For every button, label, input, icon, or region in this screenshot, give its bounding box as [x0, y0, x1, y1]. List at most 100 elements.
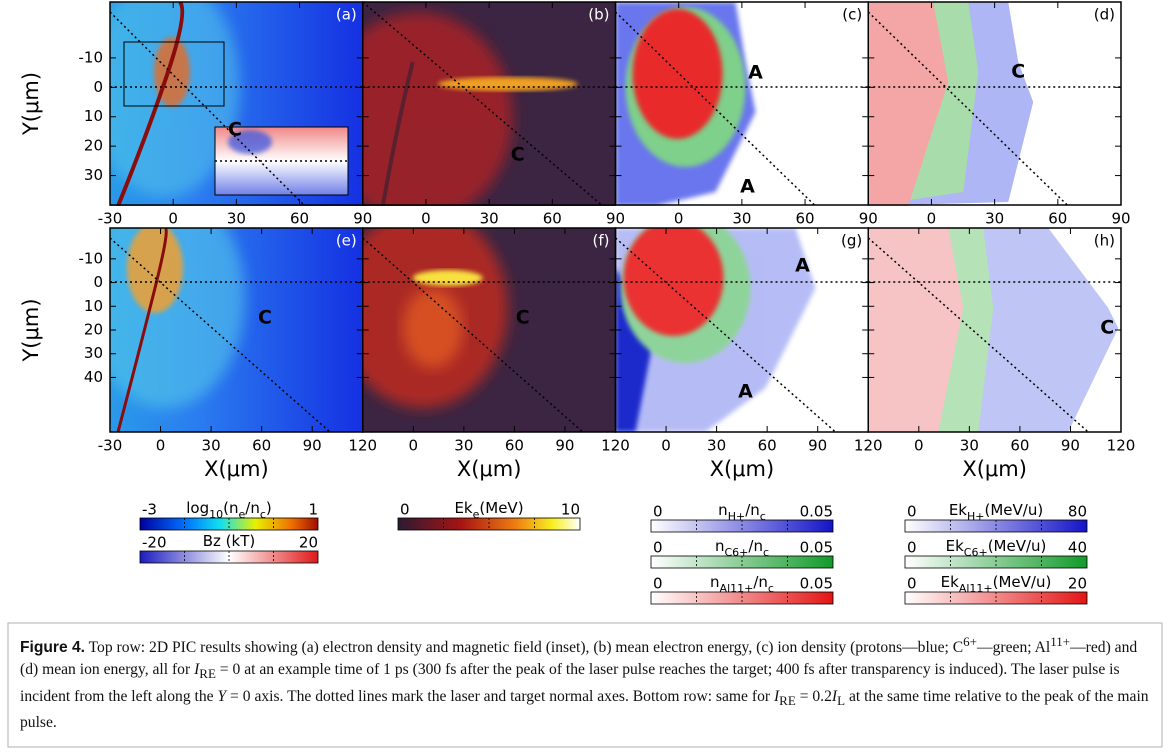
panel-label: (h) — [1094, 232, 1115, 250]
colorbar-min: 0 — [400, 501, 410, 519]
colorbar-label: nAl11+/nc — [710, 573, 774, 595]
y-axis-label: Y(μm) — [19, 298, 43, 362]
label-part: /n — [745, 501, 760, 519]
x-tick-label: 60 — [796, 210, 815, 228]
label-part: /n — [753, 573, 768, 591]
label-part: c — [763, 546, 769, 559]
label-part: Al11+ — [720, 582, 754, 595]
annotation: C — [258, 307, 272, 329]
x-tick-label: 90 — [808, 437, 827, 455]
annotation: C — [1011, 61, 1025, 83]
x-tick-label: 60 — [505, 437, 524, 455]
colorbar-label: nH+/nc — [718, 501, 766, 523]
annotation: C — [516, 307, 530, 329]
colorbar-max: 1 — [308, 501, 318, 519]
label-part: log — [186, 499, 209, 517]
y-tick-label: 30 — [84, 166, 103, 184]
label-part: 10 — [209, 508, 223, 521]
label-part: (MeV/u) — [993, 573, 1052, 591]
label-part: H+ — [728, 510, 746, 523]
x-tick-label: 0 — [927, 210, 937, 228]
x-tick-label: 30 — [707, 437, 726, 455]
label-part: (n — [223, 499, 238, 517]
panel-label: (f) — [593, 232, 610, 250]
x-tick-label: 90 — [353, 210, 372, 228]
panel-label: (d) — [1094, 6, 1115, 24]
colorbar-min: -3 — [142, 501, 157, 519]
panel-image — [323, 2, 616, 222]
colorbar-max: 40 — [1068, 539, 1087, 557]
x-tick-label: 60 — [290, 210, 309, 228]
x-tick-label: 30 — [454, 437, 473, 455]
x-tick-label: 90 — [1061, 437, 1080, 455]
x-tick-label: 120 — [854, 437, 883, 455]
x-tick-label: 60 — [758, 437, 777, 455]
x-tick-label: 90 — [303, 437, 322, 455]
x-tick-label: 90 — [606, 210, 625, 228]
label-part: /n — [748, 537, 763, 555]
colorbar-label: Eke(MeV) — [454, 499, 523, 521]
panel-image — [338, 208, 616, 432]
label-part: n — [715, 537, 725, 555]
x-tick-label: 30 — [202, 437, 221, 455]
colorbar-min: 0 — [907, 575, 917, 593]
label-part: n — [710, 573, 720, 591]
y-tick-label: 0 — [93, 78, 103, 96]
panel-label: (b) — [588, 6, 609, 24]
colorbar-min: 0 — [907, 503, 917, 521]
x-tick-label: 90 — [1111, 210, 1130, 228]
x-tick-label: 0 — [156, 437, 166, 455]
colorbar-max: 0.05 — [800, 539, 833, 557]
x-tick-label: 0 — [674, 210, 684, 228]
x-tick-label: 90 — [555, 437, 574, 455]
panel-label: (g) — [841, 232, 862, 250]
annotation: A — [748, 62, 763, 84]
x-axis-label: X(μm) — [204, 457, 269, 481]
label-part: ) — [266, 499, 272, 517]
label-part: C6+ — [724, 546, 748, 559]
panel-image — [868, 228, 1121, 432]
x-tick-label: 90 — [859, 210, 878, 228]
y-axis-label: Y(μm) — [19, 72, 43, 136]
annotation: C — [511, 144, 525, 166]
colorbar-label: log10(ne/nc) — [186, 499, 272, 521]
label-part: (MeV) — [479, 499, 523, 517]
caption: Figure 4. Top row: 2D PIC results showin… — [20, 631, 1152, 735]
colorbar-label: EkH+(MeV/u) — [949, 501, 1043, 523]
label-part: (MeV/u) — [988, 537, 1047, 555]
annotation: A — [740, 176, 755, 198]
colorbar-max: 0.05 — [800, 503, 833, 521]
panel-image — [85, 188, 363, 432]
colorbar-label: EkAl11+(MeV/u) — [941, 573, 1052, 595]
label-part: Al11+ — [959, 582, 993, 595]
y-tick-label: -10 — [79, 48, 104, 66]
y-tick-label: 20 — [84, 321, 103, 339]
label-part: c — [768, 582, 774, 595]
label-part: Ek — [941, 573, 959, 591]
x-tick-label: 120 — [1107, 437, 1136, 455]
label-part: c — [760, 510, 766, 523]
x-tick-label: 0 — [914, 437, 924, 455]
colorbar-min: -20 — [142, 534, 167, 552]
panel-image — [868, 2, 1121, 206]
colorbar-max: 20 — [1068, 575, 1087, 593]
colorbar-max: 80 — [1068, 503, 1087, 521]
panel-image — [90, 0, 363, 206]
y-tick-label: 0 — [93, 273, 103, 291]
y-tick-label: 10 — [84, 297, 103, 315]
x-axis-label: X(μm) — [457, 457, 522, 481]
x-tick-label: -30 — [98, 210, 123, 228]
panel-label: (c) — [842, 6, 862, 24]
x-tick-label: 120 — [348, 437, 377, 455]
x-tick-label: 30 — [985, 210, 1004, 228]
y-tick-label: 10 — [84, 107, 103, 125]
x-tick-label: -30 — [98, 437, 123, 455]
y-tick-label: 40 — [84, 368, 103, 386]
x-axis-label: X(μm) — [962, 457, 1027, 481]
label-part: C6+ — [964, 546, 988, 559]
x-tick-label: 30 — [227, 210, 246, 228]
label-part: n — [718, 501, 728, 519]
colorbar-min: 0 — [653, 539, 663, 557]
colorbar-min: 0 — [907, 539, 917, 557]
colorbar-max: 10 — [561, 501, 580, 519]
